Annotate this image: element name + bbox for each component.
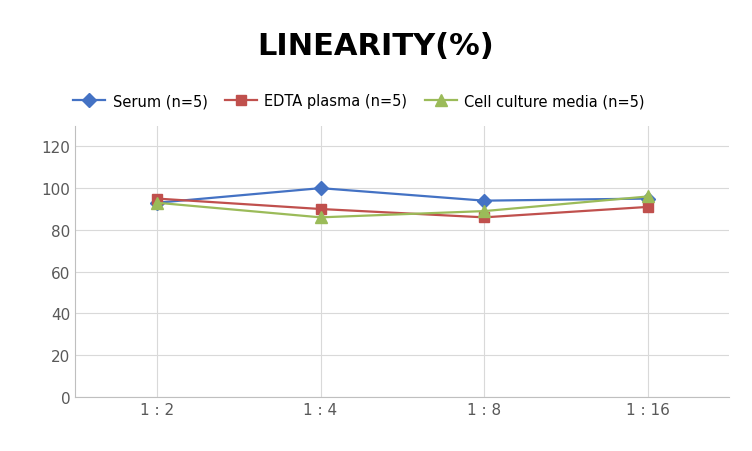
Text: LINEARITY(%): LINEARITY(%) bbox=[258, 32, 494, 60]
Line: Serum (n=5): Serum (n=5) bbox=[152, 184, 653, 208]
Serum (n=5) bbox=[153, 201, 162, 206]
Cell culture media (n=5) bbox=[316, 215, 325, 221]
EDTA plasma (n=5) bbox=[153, 197, 162, 202]
Cell culture media (n=5) bbox=[480, 209, 489, 214]
Line: Cell culture media (n=5): Cell culture media (n=5) bbox=[151, 192, 653, 223]
EDTA plasma (n=5) bbox=[643, 205, 652, 210]
Cell culture media (n=5) bbox=[153, 201, 162, 206]
EDTA plasma (n=5) bbox=[480, 215, 489, 221]
Serum (n=5) bbox=[643, 197, 652, 202]
Line: EDTA plasma (n=5): EDTA plasma (n=5) bbox=[152, 194, 653, 223]
Legend: Serum (n=5), EDTA plasma (n=5), Cell culture media (n=5): Serum (n=5), EDTA plasma (n=5), Cell cul… bbox=[68, 88, 650, 115]
Serum (n=5) bbox=[480, 198, 489, 204]
Cell culture media (n=5) bbox=[643, 194, 652, 200]
EDTA plasma (n=5) bbox=[316, 207, 325, 212]
Serum (n=5) bbox=[316, 186, 325, 191]
